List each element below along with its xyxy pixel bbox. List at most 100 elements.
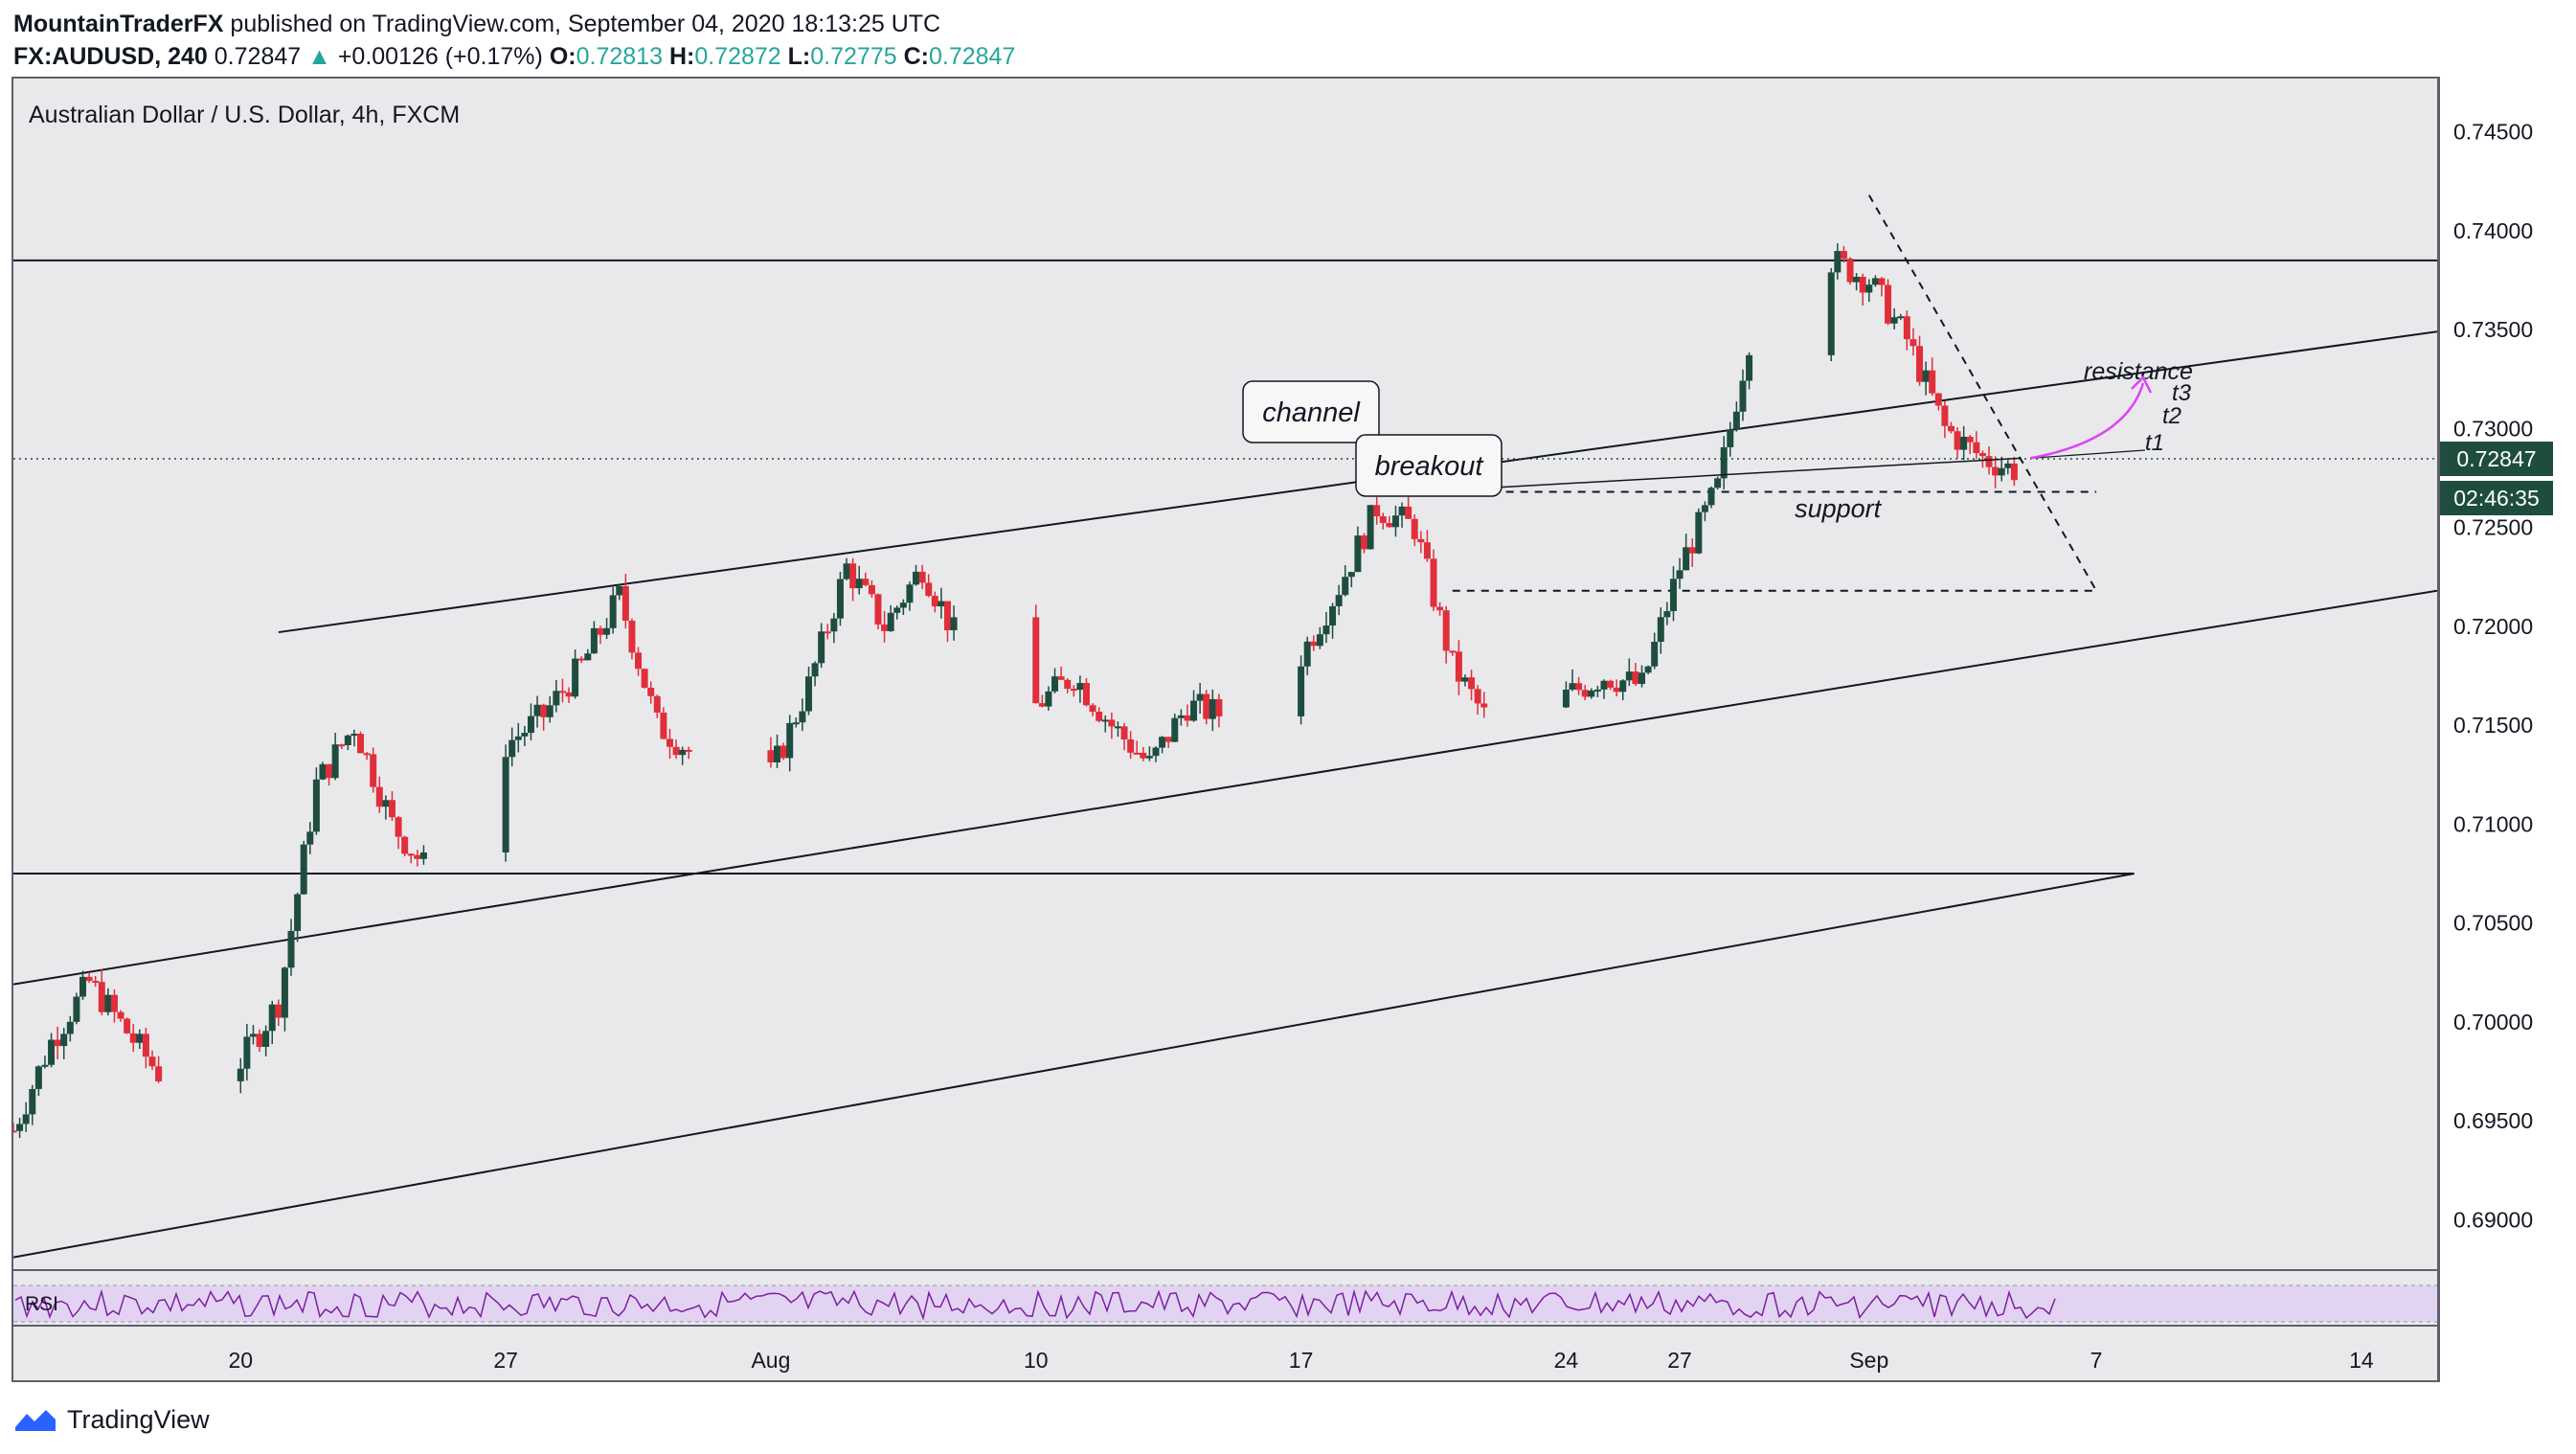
candle-body bbox=[363, 753, 371, 756]
y-tick-label: 0.71000 bbox=[2453, 811, 2533, 836]
y-tick-label: 0.74500 bbox=[2453, 120, 2533, 145]
candle-body bbox=[1082, 683, 1090, 706]
candle-body bbox=[1316, 634, 1323, 647]
candle-body bbox=[1064, 679, 1072, 690]
candle-body bbox=[597, 627, 604, 635]
candle-body bbox=[155, 1066, 163, 1081]
candle-body bbox=[326, 763, 333, 779]
candle-body bbox=[874, 594, 882, 625]
candle-body bbox=[584, 653, 592, 661]
candle-body bbox=[830, 618, 838, 632]
candle-body bbox=[1998, 467, 2005, 476]
target-label-t1: t1 bbox=[2145, 430, 2164, 456]
low-value: 0.72775 bbox=[810, 43, 897, 70]
candle-body bbox=[1184, 715, 1191, 721]
open-value: 0.72813 bbox=[576, 43, 663, 70]
high-label: H: bbox=[668, 43, 695, 70]
candle-body bbox=[414, 854, 421, 859]
candle-body bbox=[1455, 651, 1462, 682]
candle-body bbox=[1171, 717, 1179, 742]
candle-body bbox=[862, 579, 870, 585]
candle-body bbox=[1474, 689, 1481, 704]
candle-body bbox=[268, 1004, 276, 1032]
symbol-label[interactable]: FX:AUDUSD, 240 bbox=[13, 43, 208, 70]
candle-body bbox=[1707, 488, 1715, 506]
candle-body bbox=[628, 621, 636, 653]
candle-body bbox=[312, 779, 320, 832]
candle-body bbox=[1922, 370, 1930, 382]
candle-body bbox=[395, 817, 402, 837]
candle-body bbox=[1196, 693, 1204, 701]
candle-body bbox=[1057, 676, 1065, 680]
candle-body bbox=[641, 669, 648, 688]
candle-body bbox=[1386, 523, 1393, 528]
candle-body bbox=[577, 658, 585, 661]
candle-body bbox=[1720, 446, 1728, 479]
candle-body bbox=[950, 617, 958, 630]
candle-body bbox=[1159, 737, 1166, 748]
candle-body bbox=[1461, 677, 1469, 682]
candle-body bbox=[104, 994, 112, 1012]
candle-body bbox=[1941, 405, 1949, 426]
candle-body bbox=[508, 739, 516, 758]
candle-body bbox=[1619, 680, 1627, 693]
candle-body bbox=[1890, 317, 1898, 324]
publication-line: MountainTraderFX published on TradingVie… bbox=[13, 8, 940, 40]
candle-body bbox=[110, 994, 118, 1012]
candle-body bbox=[799, 711, 806, 723]
candle-body bbox=[1593, 689, 1601, 692]
candle-body bbox=[1303, 641, 1311, 667]
candle-body bbox=[1329, 605, 1337, 626]
candle-body bbox=[1411, 518, 1418, 539]
candle-body bbox=[1897, 316, 1905, 319]
candle-body bbox=[1663, 611, 1671, 618]
chart-frame[interactable] bbox=[11, 77, 2440, 1382]
candle-body bbox=[1701, 505, 1708, 512]
candle-body bbox=[906, 584, 914, 603]
candle-body bbox=[1727, 429, 1734, 447]
candle-body bbox=[1966, 436, 1974, 443]
candle-body bbox=[1683, 547, 1690, 571]
candle-body bbox=[1973, 442, 1980, 454]
candle-body bbox=[1145, 756, 1153, 759]
candle-body bbox=[1714, 478, 1722, 488]
candle-body bbox=[1127, 739, 1135, 753]
projection-arrow bbox=[2029, 382, 2145, 460]
candle-body bbox=[54, 1039, 61, 1047]
candle-body bbox=[918, 571, 926, 583]
x-tick-label: Sep bbox=[1849, 1348, 1888, 1373]
candle-body bbox=[1177, 715, 1185, 718]
x-tick-label: 14 bbox=[2349, 1348, 2374, 1373]
published-text: published on TradingView.com, September … bbox=[223, 11, 941, 37]
candle-body bbox=[1354, 535, 1362, 573]
candle-body bbox=[300, 844, 307, 895]
candle-body bbox=[1101, 719, 1109, 722]
target-line-t1 bbox=[2029, 449, 2146, 459]
last-price-tag: 0.72847 bbox=[2440, 441, 2553, 476]
candle-body bbox=[1152, 747, 1160, 757]
candle-body bbox=[1581, 690, 1589, 697]
callout-label-breakout: breakout bbox=[1375, 451, 1485, 482]
candle-body bbox=[1468, 677, 1476, 690]
x-tick-label: 17 bbox=[1289, 1348, 1314, 1373]
author-name[interactable]: MountainTraderFX bbox=[13, 11, 224, 37]
candle-body bbox=[117, 1011, 124, 1019]
candle-body bbox=[943, 601, 951, 630]
candle-body bbox=[1215, 698, 1223, 716]
y-tick-label: 0.72500 bbox=[2453, 515, 2533, 540]
candle-body bbox=[1669, 579, 1677, 612]
candle-body bbox=[540, 704, 548, 717]
candle-body bbox=[824, 631, 831, 634]
candle-body bbox=[1929, 370, 1936, 394]
candle-body bbox=[881, 625, 889, 631]
candle-body bbox=[1361, 535, 1368, 550]
candle-body bbox=[1449, 650, 1457, 653]
x-tick-label: 10 bbox=[1024, 1348, 1049, 1373]
candle-body bbox=[256, 1034, 263, 1047]
candle-body bbox=[811, 663, 819, 677]
candle-body bbox=[29, 1088, 36, 1115]
up-arrow-icon: ▲ bbox=[307, 43, 331, 70]
brand-name[interactable]: TradingView bbox=[67, 1404, 210, 1434]
candle-body bbox=[1322, 625, 1330, 635]
